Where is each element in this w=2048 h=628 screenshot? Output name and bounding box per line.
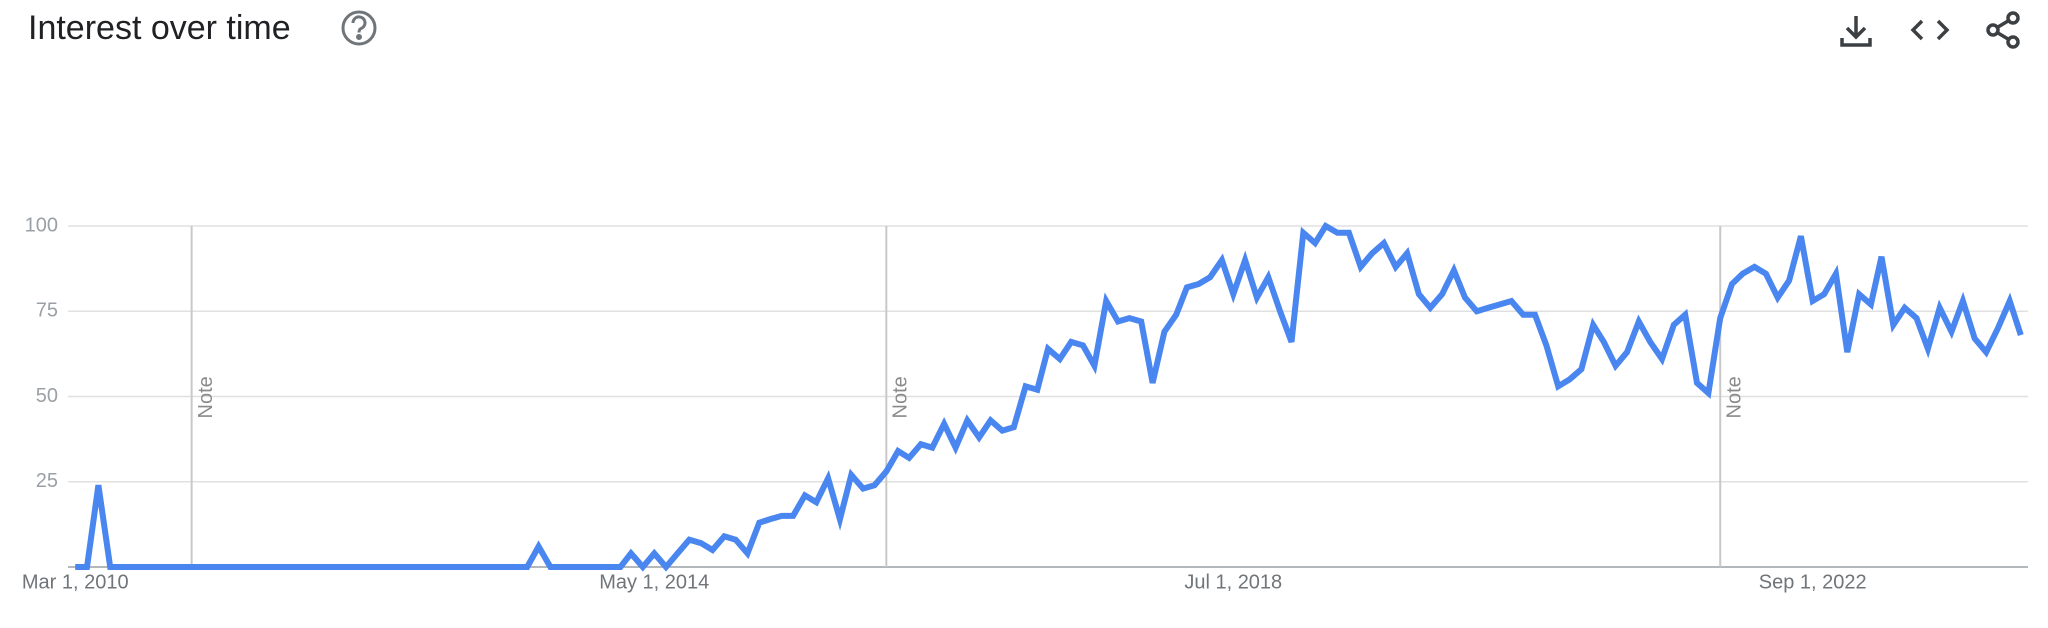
note-label: Note [1724,376,1746,418]
x-tick-label: May 1, 2014 [599,571,709,593]
share-icon[interactable] [1986,11,2020,49]
download-icon[interactable] [1840,16,1872,47]
note-label: Note [890,376,912,418]
trend-line [75,221,2024,572]
y-tick-label: 75 [36,300,58,322]
embed-icon[interactable] [1910,19,1950,41]
y-tick-label: 50 [36,385,58,407]
note-label: Note [195,376,217,418]
y-tick-label: 25 [36,470,58,492]
help-icon[interactable] [341,10,377,46]
y-tick-label: 100 [25,214,58,236]
x-tick-label: Jul 1, 2018 [1184,571,1282,593]
x-tick-label: Mar 1, 2010 [22,571,129,593]
x-tick-label: Sep 1, 2022 [1759,571,1867,593]
chart-title: Interest over time [28,9,291,47]
